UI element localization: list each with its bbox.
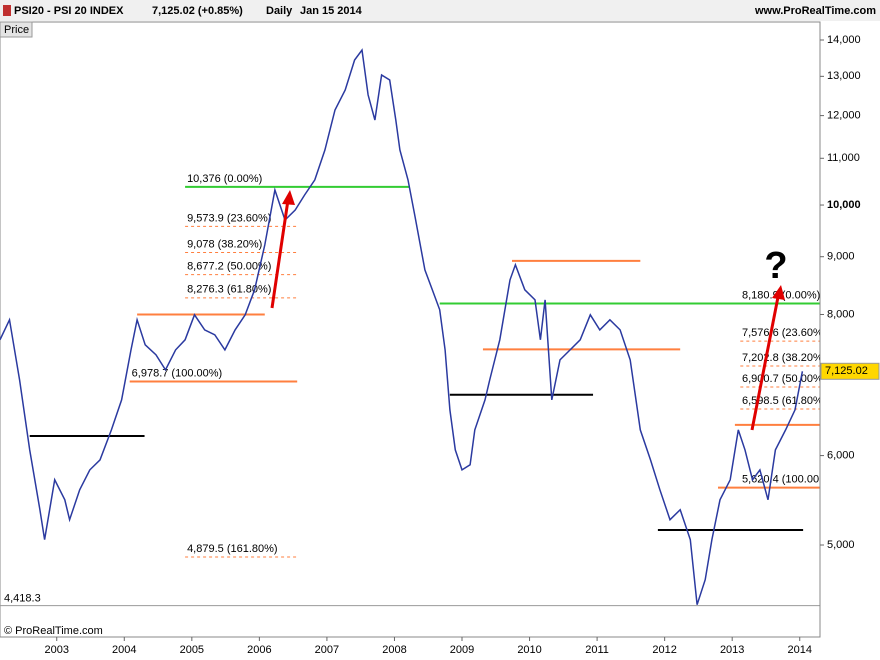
panel-tab [0, 21, 33, 38]
y-tick-label: 9,000 [827, 251, 855, 263]
level-label: 6,978.7 (100.00%) [132, 367, 223, 379]
x-tick-label: 2010 [517, 644, 541, 656]
annotation: ? [764, 245, 787, 287]
level-label: 7,202.8 (38.20%) [742, 352, 826, 364]
level-label: 9,078 (38.20%) [187, 238, 262, 250]
y-tick-label: 11,000 [827, 152, 860, 164]
x-tick-label: 2006 [247, 644, 271, 656]
header-period: Daily [266, 5, 293, 17]
level-label: 10,376 (0.00%) [187, 173, 262, 185]
price-line [0, 48, 804, 605]
header-symbol: PSI20 - PSI 20 INDEX [14, 5, 124, 17]
level-label: 9,573.9 (23.60%) [187, 212, 271, 224]
level-label: 6,598.5 (61.80%) [742, 395, 826, 407]
x-tick-label: 2003 [44, 644, 68, 656]
x-tick-label: 2005 [180, 644, 204, 656]
low-label: 4,418.3 [4, 593, 41, 605]
header-bar [0, 0, 880, 21]
level-label: 8,677.2 (50.00%) [187, 261, 271, 273]
y-tick-label: 12,000 [827, 110, 861, 122]
level-label: 4,879.5 (161.80%) [187, 543, 278, 555]
arrow-head [772, 285, 785, 300]
x-tick-label: 2007 [315, 644, 339, 656]
header-icon [3, 5, 11, 16]
y-tick-label: 14,000 [827, 34, 861, 46]
x-tick-label: 2008 [382, 644, 406, 656]
last-price-box [820, 362, 880, 380]
y-tick-label: 8,000 [827, 308, 855, 320]
header-quote: 7,125.02 (+0.85%) [152, 5, 243, 17]
header-site: www.ProRealTime.com [754, 5, 876, 17]
level-label: 7,576.6 (23.60%) [742, 327, 826, 339]
last-price-label: 7,125.02 [825, 365, 868, 377]
x-tick-label: 2004 [112, 644, 136, 656]
x-tick-label: 2011 [585, 644, 609, 656]
arrow [750, 296, 780, 431]
panel-label: Price [4, 24, 29, 36]
x-tick-label: 2014 [787, 644, 811, 656]
x-tick-label: 2013 [720, 644, 744, 656]
level-label: 6,900.7 (50.00%) [742, 373, 826, 385]
y-tick-label: 10,000 [827, 199, 861, 211]
level-label: 8,276.3 (61.80%) [187, 284, 271, 296]
arrow-head [282, 190, 295, 205]
arrow [270, 199, 290, 309]
y-tick-label: 5,000 [827, 539, 855, 551]
y-tick-label: 6,000 [827, 449, 855, 461]
copyright: © ProRealTime.com [4, 625, 103, 637]
x-tick-label: 2012 [652, 644, 676, 656]
header-date: Jan 15 2014 [300, 5, 363, 17]
y-tick-label: 13,000 [827, 70, 861, 82]
x-tick-label: 2009 [450, 644, 474, 656]
